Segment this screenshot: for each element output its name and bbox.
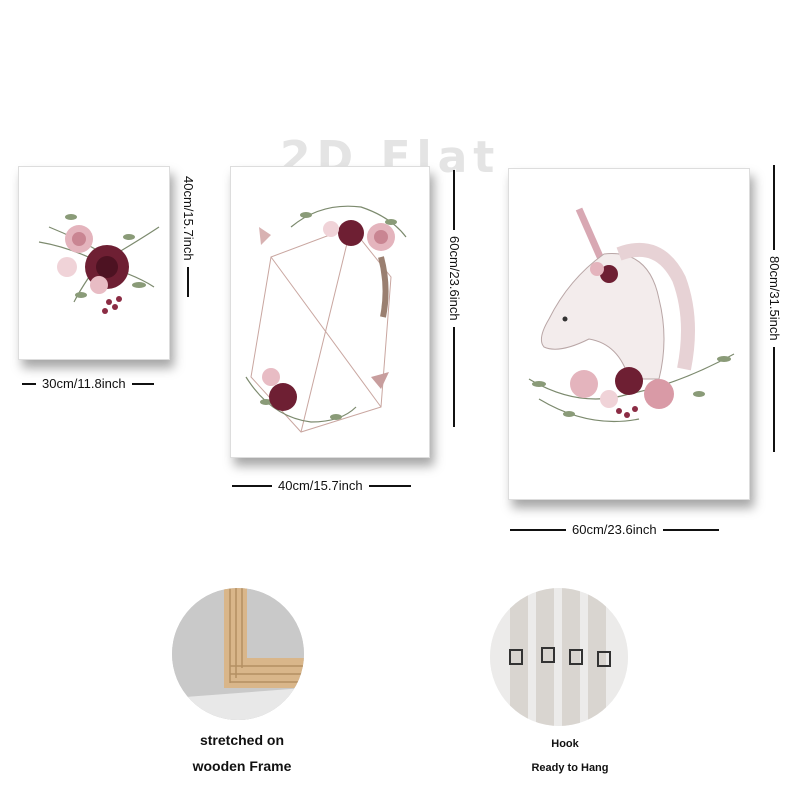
wooden-frame-photo [172,588,304,720]
hook-caption-line2: Ready to Hang [531,762,609,774]
panel-small-width-dimension: 30cm/11.8inch [22,376,154,391]
hanging-hooks-image [490,588,628,726]
canvas-panel-small [18,166,170,360]
hook-caption-line1: Hook [551,738,579,750]
wooden-frame-caption-line1: stretched on [199,732,284,748]
hook-photo [490,588,628,726]
panel-medium-width-dimension: 40cm/15.7inch [232,478,411,493]
panel-large-height-label: 80cm/31.5inch [767,256,782,341]
unicode-unicorn-floral-art [528,207,735,423]
panel-small-width-label: 30cm/11.8inch [42,376,126,391]
wooden-frame-caption-line2: wooden Frame [192,758,292,774]
wooden-frame-corner-image [172,588,304,720]
floral-bouquet-art [38,214,160,314]
canvas-panel-large [508,168,750,500]
geometric-floral-wreath-art [245,205,407,433]
canvas-panel-medium [230,166,430,458]
panel-medium-height-dimension: 60cm/23.6inch [447,170,462,427]
panel-medium-height-label: 60cm/23.6inch [447,236,462,321]
panel-large-height-dimension: 80cm/31.5inch [767,165,782,452]
panel-medium-width-label: 40cm/15.7inch [278,478,363,493]
panel-small-height-label: 40cm/15.7inch [181,176,196,261]
panel-large-width-dimension: 60cm/23.6inch [510,522,719,537]
panel-large-width-label: 60cm/23.6inch [572,522,657,537]
panel-small-height-dimension: 40cm/15.7inch [181,176,196,297]
